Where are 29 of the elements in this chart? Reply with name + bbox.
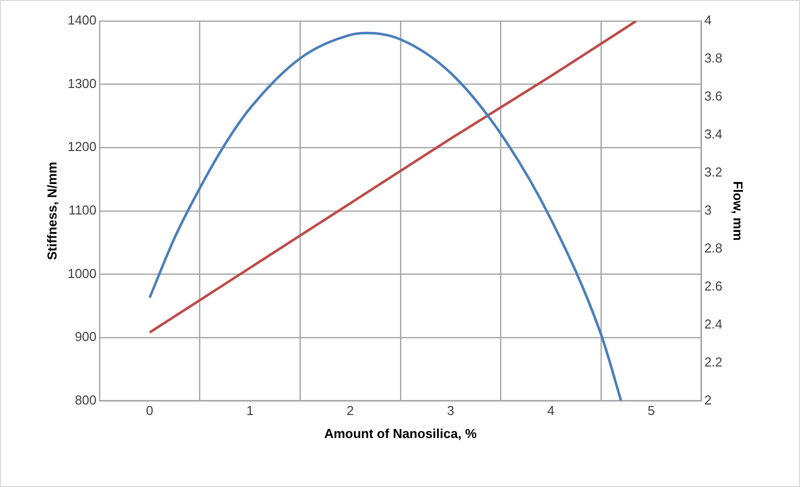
y2-axis-title: Flow, mm (730, 181, 746, 241)
y-tick-label: 1300 (68, 76, 97, 91)
x-tick-label: 5 (648, 403, 655, 418)
y2-tick-label: 2.2 (704, 354, 722, 370)
y-tick-label: 1000 (68, 266, 97, 281)
y-tick-label: 1100 (68, 202, 97, 218)
y2-tick-label: 2.8 (704, 240, 722, 256)
y2-tick-label: 3.2 (704, 164, 722, 180)
y-tick-label: 1400 (68, 12, 97, 28)
x-tick-label: 0 (146, 403, 154, 418)
y2-tick-label: 2 (704, 392, 712, 408)
y2-tick-label: 2.4 (704, 316, 722, 332)
x-tick-label: 2 (346, 403, 354, 418)
y-tick-label: 1200 (68, 139, 97, 154)
line-series (148, 32, 622, 401)
x-axis-title: Amount of Nanosilica, % (324, 426, 478, 441)
y2-tick-label: 3 (704, 202, 712, 218)
y-tick-label: 900 (74, 329, 97, 344)
y2-tick-label: 3.4 (704, 126, 722, 142)
x-tick-label: 1 (246, 403, 254, 418)
x-tick-label: 4 (547, 403, 554, 418)
x-tick-label: 3 (446, 403, 454, 418)
y2-tick-label: 3.6 (704, 88, 722, 104)
y2-tick-label: 4 (704, 12, 712, 28)
y-axis-title: Stiffness, N/mm (44, 162, 60, 260)
y-tick-label: 800 (74, 392, 97, 408)
y2-tick-label: 2.6 (704, 278, 722, 294)
line-series (148, 21, 638, 334)
y2-tick-label: 3.8 (704, 50, 722, 66)
